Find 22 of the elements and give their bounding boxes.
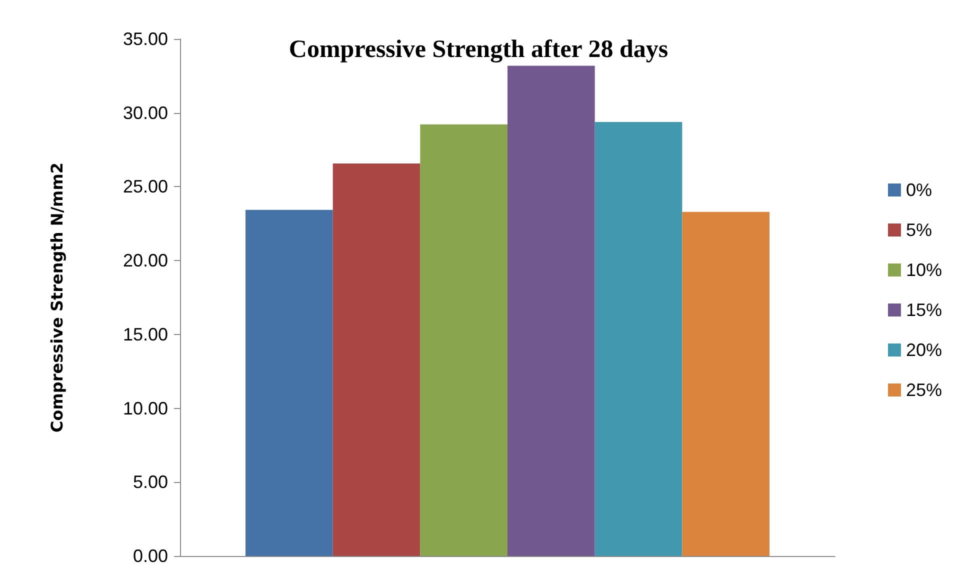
y-axis-title: Compressive Strength N/mm2 <box>48 162 66 433</box>
bar <box>420 124 508 556</box>
y-tick-label: 10.00 <box>122 398 168 418</box>
legend-label: 25% <box>906 380 942 400</box>
legend-label: 15% <box>906 300 942 320</box>
bar <box>682 212 770 556</box>
y-tick-label: 5.00 <box>132 472 168 492</box>
y-tick-label: 25.00 <box>122 176 168 197</box>
bar <box>332 164 420 556</box>
bar <box>508 66 595 556</box>
y-tick-label: 0.00 <box>132 546 168 566</box>
legend-label: 0% <box>906 180 932 200</box>
y-tick-label: 35.00 <box>122 29 168 49</box>
bar <box>246 210 333 556</box>
y-tick-label: 20.00 <box>122 250 168 271</box>
legend-label: 20% <box>906 340 942 360</box>
bar <box>594 122 682 556</box>
legend-label: 5% <box>906 220 932 240</box>
y-tick-label: 30.00 <box>122 102 168 123</box>
legend-label: 10% <box>906 260 942 280</box>
chart-title: Compressive Strength after 28 days <box>288 36 668 63</box>
y-tick-label: 15.00 <box>122 324 168 344</box>
